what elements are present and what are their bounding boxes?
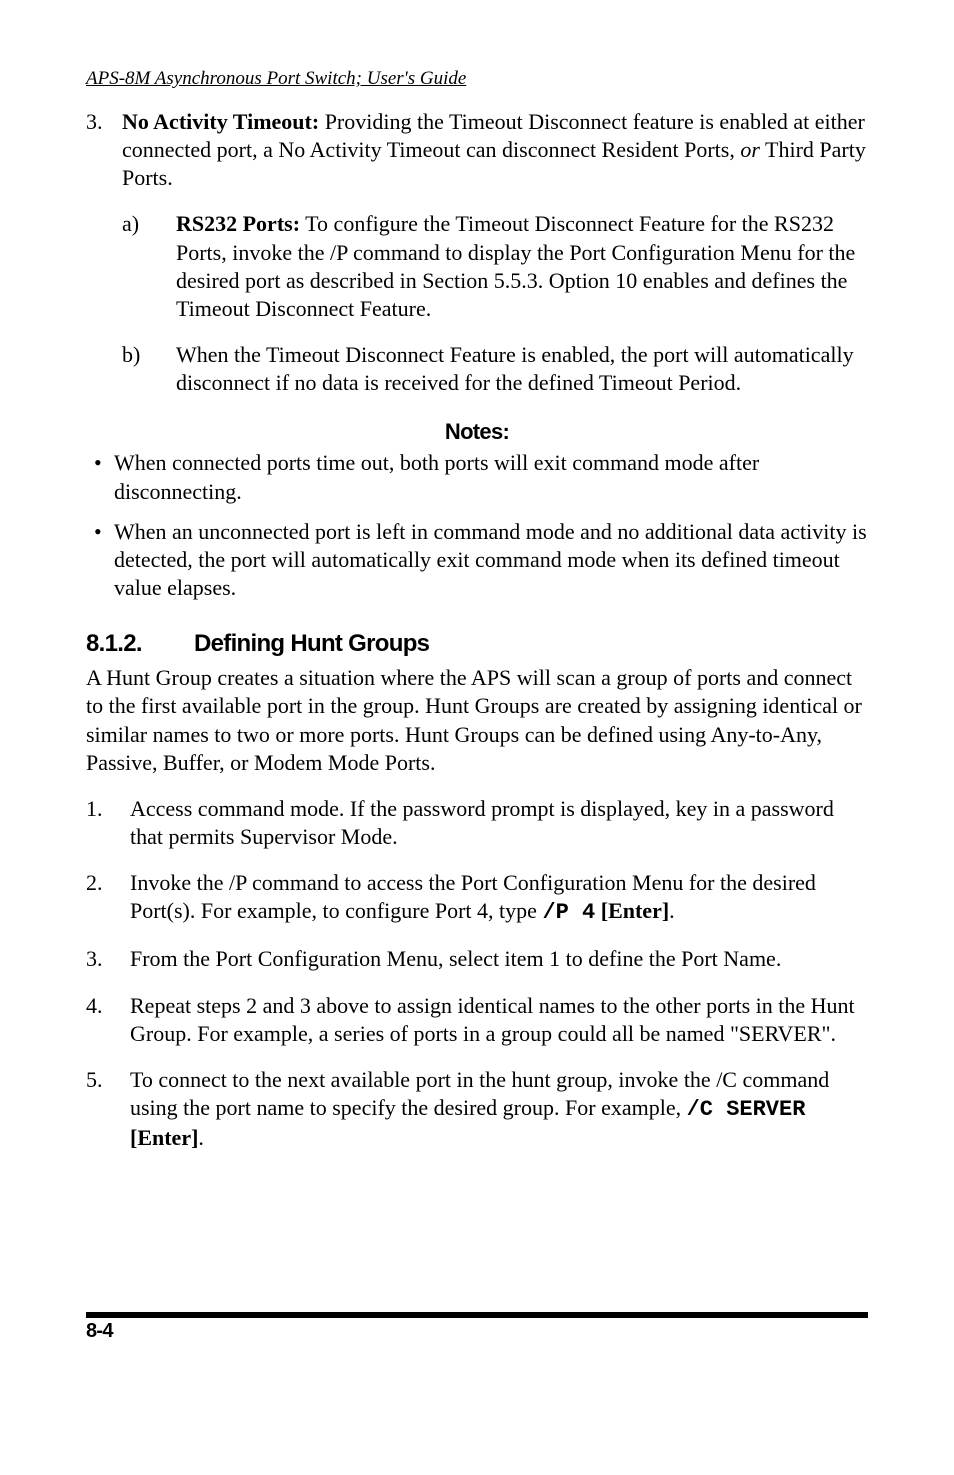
step-item: 1. Access command mode. If the password … — [130, 795, 868, 851]
bullet-icon: • — [94, 449, 102, 477]
note-item: • When connected ports time out, both po… — [114, 449, 868, 505]
section-title: Defining Hunt Groups — [194, 630, 429, 657]
item3b-text: When the Timeout Disconnect Feature is e… — [176, 342, 854, 395]
step-tail: . — [198, 1125, 204, 1150]
item3-lead: No Activity Timeout: — [122, 109, 319, 134]
footer-rule — [86, 1312, 868, 1318]
bullet-icon: • — [94, 518, 102, 546]
item-number: 4. — [86, 992, 103, 1020]
step-post-bold: [Enter] — [130, 1125, 198, 1150]
note-text: When an unconnected port is left in comm… — [114, 519, 867, 600]
page-number: 8-4 — [86, 1320, 868, 1343]
section-number: 8.1.2. — [86, 630, 194, 658]
item3a-bold: RS232 Ports: — [176, 211, 300, 236]
running-header: APS-8M Asynchronous Port Switch; User's … — [86, 68, 868, 92]
item-number: 3. — [86, 945, 103, 973]
section-heading: 8.1.2.Defining Hunt Groups — [86, 630, 868, 658]
step-code: /C SERVER — [687, 1097, 806, 1122]
step-post-bold: [Enter] — [595, 898, 669, 923]
page-content: APS-8M Asynchronous Port Switch; User's … — [0, 0, 954, 1343]
item-number: b) — [122, 341, 140, 369]
step-text: Repeat steps 2 and 3 above to assign ide… — [130, 993, 855, 1046]
step-item: 4. Repeat steps 2 and 3 above to assign … — [130, 992, 868, 1048]
intro-paragraph: A Hunt Group creates a situation where t… — [86, 664, 868, 777]
step-text: From the Port Configuration Menu, select… — [130, 946, 781, 971]
step-item: 3. From the Port Configuration Menu, sel… — [130, 945, 868, 973]
item-number: 3. — [86, 108, 103, 136]
note-item: • When an unconnected port is left in co… — [114, 518, 868, 602]
footer: 8-4 — [86, 1312, 868, 1343]
notes-heading: Notes: — [86, 419, 868, 445]
sub-list: a) RS232 Ports: To configure the Timeout… — [122, 210, 868, 397]
steps-list: 1. Access command mode. If the password … — [86, 795, 868, 1153]
item3-italic: or — [740, 137, 760, 162]
notes-list: • When connected ports time out, both po… — [86, 449, 868, 602]
step-pre: Invoke the /P command to access the Port… — [130, 870, 816, 923]
item-number: 2. — [86, 869, 103, 897]
list-item-3a: a) RS232 Ports: To configure the Timeout… — [176, 210, 868, 323]
step-item: 5. To connect to the next available port… — [130, 1066, 868, 1152]
list-item-3: 3. No Activity Timeout: Providing the Ti… — [122, 108, 868, 397]
step-tail: . — [669, 898, 675, 923]
item-number: a) — [122, 210, 139, 238]
step-code: /P 4 — [542, 900, 595, 925]
item-number: 1. — [86, 795, 103, 823]
step-text: Access command mode. If the password pro… — [130, 796, 834, 849]
list-item-3b: b) When the Timeout Disconnect Feature i… — [176, 341, 868, 397]
item-number: 5. — [86, 1066, 103, 1094]
step-item: 2. Invoke the /P command to access the P… — [130, 869, 868, 927]
top-list: 3. No Activity Timeout: Providing the Ti… — [86, 108, 868, 397]
note-text: When connected ports time out, both port… — [114, 450, 759, 503]
